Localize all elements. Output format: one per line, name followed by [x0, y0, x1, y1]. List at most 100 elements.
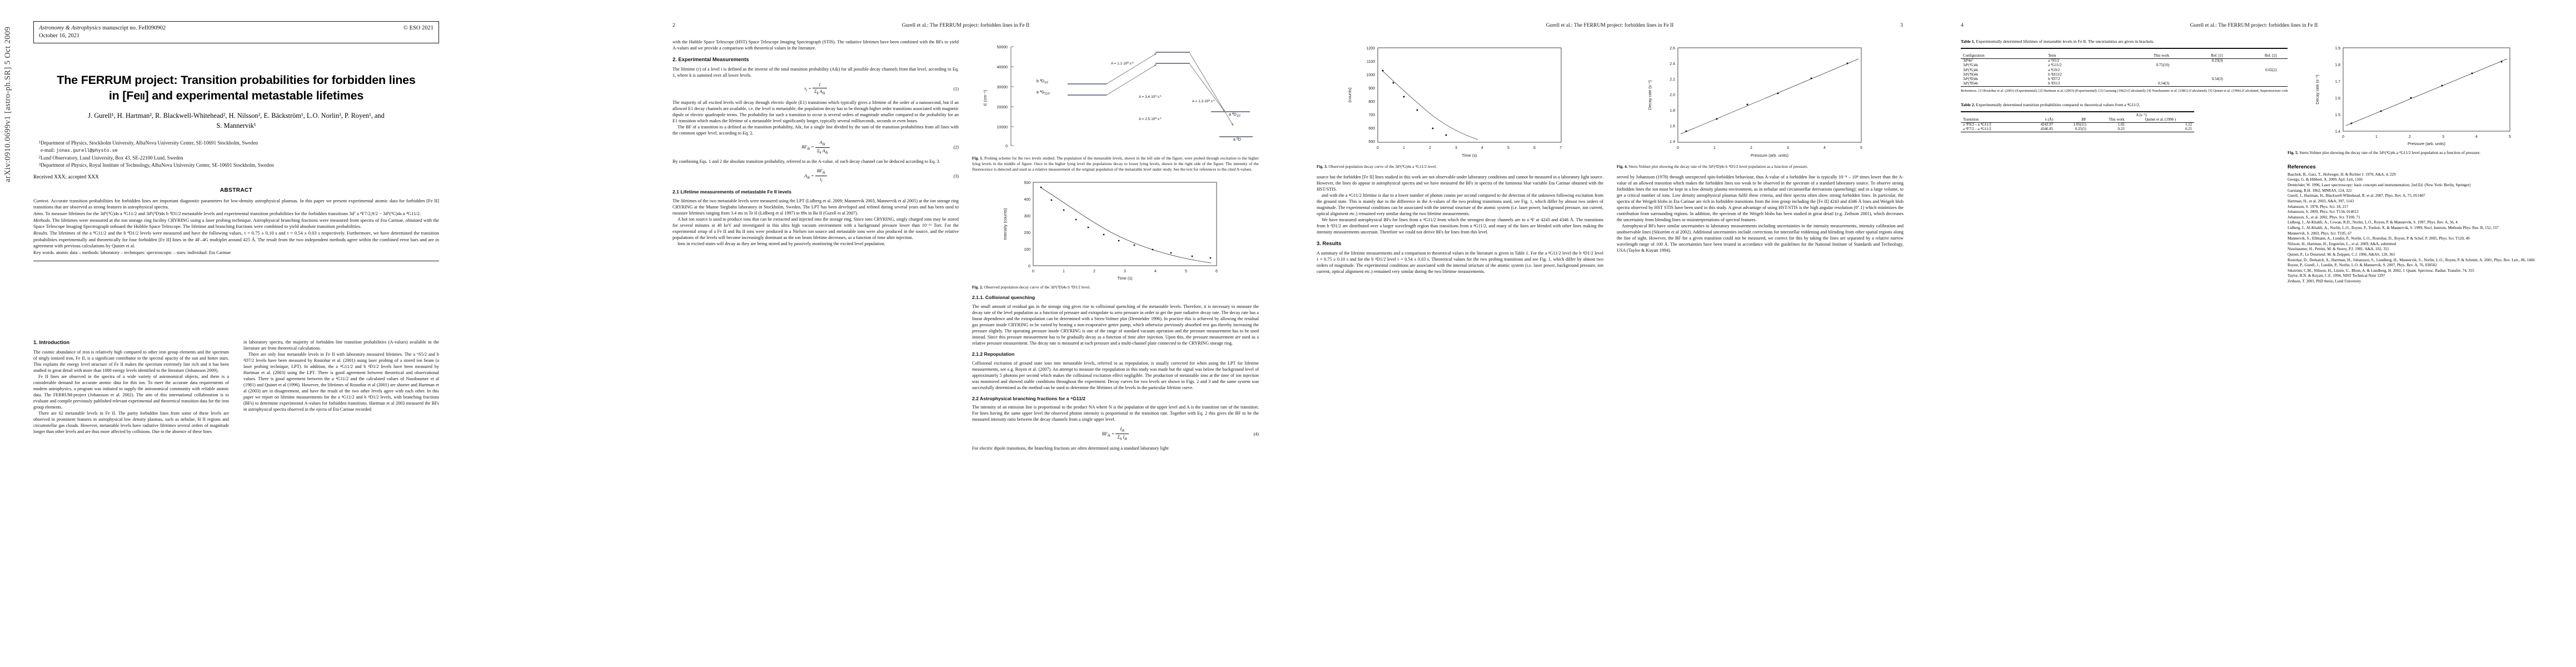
figure-2-caption: Fig. 2. Observed population decay curve … [972, 285, 1259, 290]
svg-text:1.4: 1.4 [1670, 140, 1675, 144]
running-head: 4 Gurell et al.: The FERRUM project: for… [1932, 22, 2576, 28]
svg-text:500: 500 [1368, 140, 1375, 144]
reference-item: Baschek, B., Garz, T., Holweger, H. & Ri… [2288, 172, 2396, 177]
affiliation-marker: 1 [38, 140, 41, 145]
svg-text:100: 100 [1024, 248, 1030, 252]
svg-text:2.2: 2.2 [1670, 78, 1675, 82]
table-1-col-header: Term [2048, 54, 2056, 58]
figure-2: 500 400 300 200 100 0 0 1 2 [972, 176, 1259, 290]
table-2-group-header-row: A (s⁻¹) [1961, 111, 2194, 118]
cell-term: a ⁴G11/2 [2048, 63, 2062, 68]
figure-5: 1.9 1.8 1.7 1.6 1.5 1.4 0 1 2 3 4 5 Pressure (… [2288, 42, 2549, 156]
svg-text:4: 4 [1154, 270, 1157, 273]
journal-header-box: Astronomy & Astrophysics manuscript no. … [33, 21, 439, 43]
svg-text:1: 1 [2375, 135, 2378, 139]
svg-text:0: 0 [1005, 145, 1008, 148]
fig1-annotation: A = 3.4·103 s-1 [1139, 94, 1162, 99]
abstract-heading: ABSTRACT [220, 187, 253, 193]
svg-text:3: 3 [1455, 146, 1457, 150]
table-2-spacer [1961, 111, 2089, 118]
svg-text:500: 500 [1024, 181, 1030, 185]
title-line-2a: in [Fe [108, 89, 140, 103]
paragraph: For electric dipole transitions, the bra… [972, 446, 1169, 451]
svg-text:400: 400 [1024, 198, 1030, 202]
cell-ref1: 0.23(3) [2211, 59, 2223, 63]
cell-ref2 [2225, 77, 2279, 81]
fig1-annotation: A = 1.1·105 s-1 [1111, 61, 1134, 66]
svg-text:200: 200 [1024, 231, 1030, 235]
equation-number: (4) [1253, 431, 1259, 437]
svg-text:1.8: 1.8 [2335, 63, 2340, 67]
svg-text:2: 2 [2409, 135, 2411, 139]
figure-5-caption: Fig. 5. Stern-Volmer plot showing the de… [2288, 150, 2549, 156]
figure-3-caption-text: Observed population decay curve of the 3… [1327, 164, 1437, 169]
paragraph: Collisional excitation of ground state i… [972, 360, 1259, 390]
cell-term: a ⁶S5/2 [2048, 59, 2059, 63]
figure-4-caption: Fig. 4. Stern-Volmer plot showing the de… [1617, 164, 1904, 170]
cell-thiswork: 1.02 [2117, 123, 2125, 127]
abstract-paragraph: Aims. To measure lifetimes for the 3d⁶(³… [33, 211, 439, 217]
folio-number: 4 [1961, 22, 1964, 28]
paragraph: A summary of the lifetime measurements a… [1317, 250, 1603, 274]
section-heading-references: References [2288, 163, 2316, 170]
cell-term: b ⁴D1/2 [2048, 82, 2060, 86]
subsection-heading-collisional: 2.1.1. Collisional quenching [972, 295, 1035, 301]
equation-number: (2) [953, 145, 959, 150]
figure-3-label: Fig. 3. [1317, 164, 1328, 169]
cell-ref2 [2225, 63, 2279, 68]
paragraph: The small amount of residual gas in the … [972, 303, 1259, 346]
decay-curve-g-svg: 1200 1100 1000 900 800 700 600 500 0 1 [1347, 47, 1562, 158]
svg-text:2.0: 2.0 [1670, 93, 1675, 97]
cell-ref1 [2171, 68, 2225, 72]
keywords-line: Key words. atomic data – methods: labora… [33, 250, 231, 256]
svg-text:4: 4 [1481, 146, 1483, 150]
running-title: Gurell et al.: The FERRUM project: forbi… [2190, 22, 2318, 28]
table-2-col-header: This work [2109, 118, 2125, 122]
affiliation-item: 3 Department of Physics, Royal Institute… [33, 162, 439, 169]
abstract-text: To measure lifetimes for the 3d⁶(³G)4s a… [44, 210, 421, 216]
equation-body: BFik = Aik Σk Aik [801, 140, 830, 155]
table-1-spacer [1961, 48, 2106, 54]
cell-ref2: 0.65(2) [2265, 68, 2277, 72]
abstract-text: The lifetimes of the a ⁴G11/2 and the b … [33, 230, 439, 249]
email-address[interactable]: jonas.gurell@physto.se [56, 147, 118, 153]
cell-wavelength: 4346.85 [2040, 127, 2054, 132]
paragraph: source but the forbidden [Fe II] lines s… [1317, 174, 1603, 192]
journal-date: October 16, 2021 [39, 32, 80, 39]
received-line: Received XXX; accepted XXX [33, 174, 99, 180]
fig1-level-label: b 4D1/2 [1037, 79, 1048, 84]
stern-volmer-g-svg: 1.9 1.8 1.7 1.6 1.5 1.4 0 1 2 3 4 5 Pressure (… [2315, 47, 2511, 146]
table-1-col-header: Configuration [1963, 54, 1985, 58]
equation-body: Aik = BFik τi [804, 168, 827, 183]
svg-text:1000: 1000 [1366, 73, 1375, 77]
cell-configuration: 3d⁶(³H)4s [1963, 72, 1979, 77]
reference-item: Johansson, S. 1978, Phys. Scr. 18, 217 [2288, 204, 2349, 209]
cell-configuration: 3d⁶(³D)4s [1963, 77, 1979, 81]
svg-text:1200: 1200 [1366, 47, 1375, 51]
svg-text:0: 0 [1377, 146, 1379, 150]
cell-thiswork [2106, 77, 2172, 81]
abstract-lead: Methods. [33, 217, 51, 223]
paragraph: and with the a ⁴G11/2 lifetime is due to… [1317, 192, 1603, 217]
section-heading-introduction: 1. Introduction [33, 339, 70, 345]
page-2: 2 Gurell et al.: The FERRUM project: for… [644, 0, 1288, 667]
svg-text:1100: 1100 [1367, 60, 1375, 64]
running-title: Gurell et al.: The FERRUM project: forbi… [901, 22, 1030, 28]
svg-text:2.6: 2.6 [1670, 47, 1675, 51]
figure-2-label: Fig. 2. [972, 284, 983, 290]
fig5-xlabel: Pressure (arb. units) [2408, 141, 2445, 146]
table-2-header-row: Transition λ (Å) BF This work Quinet et … [1961, 118, 2194, 123]
section-heading-experimental: 2. Experimental Measurements [672, 56, 749, 63]
reference-item: Lidberg, J., Al-Khalili, A., Norlin, L.O… [2288, 225, 2499, 230]
figure-3: 1200 1100 1000 900 800 700 600 500 0 1 [1317, 42, 1603, 170]
reference-item: George, G. & Hibbert, A. 2009, ApJ, Lett… [2288, 177, 2363, 182]
cell-term: b ⁴D7/2 [2048, 77, 2060, 81]
figure-1-plot: 50000 40000 30000 20000 10000 0 E (cm⁻¹)… [972, 42, 1259, 153]
manuscript-no: manuscript no. FeII090902 [101, 25, 166, 31]
svg-text:6: 6 [1533, 146, 1536, 150]
reference-item: Nilsson, H., Hartman, H., Engström, L., … [2288, 241, 2396, 246]
fig1-ylabel: E (cm⁻¹) [983, 89, 988, 106]
cell-ref2 [2225, 82, 2279, 87]
author-list: J. Gurell¹, H. Hartman², R. Blackwell-Wh… [33, 111, 439, 131]
